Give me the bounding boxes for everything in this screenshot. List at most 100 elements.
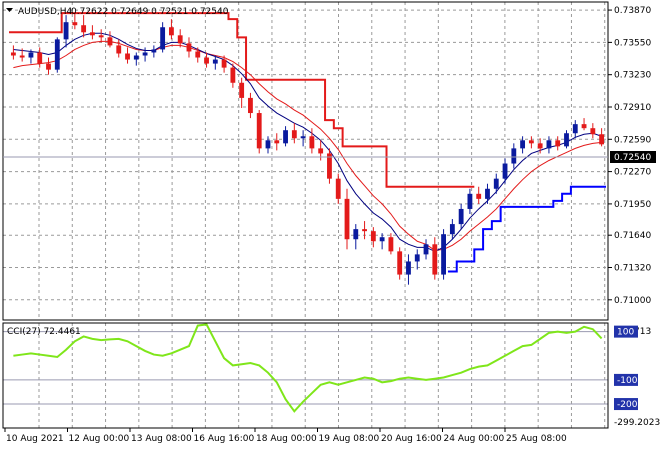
- candle-body: [572, 124, 578, 134]
- candle-body: [485, 188, 490, 199]
- candle-body: [300, 136, 306, 139]
- candle-body: [362, 229, 367, 232]
- cci-level-labels: 100 -100 -200: [614, 325, 638, 411]
- candle-body: [327, 153, 332, 179]
- candle-body: [546, 140, 552, 149]
- candle-body: [537, 143, 543, 149]
- candle-body: [432, 244, 438, 275]
- candle-body: [19, 55, 25, 58]
- candle-body: [63, 22, 69, 40]
- candle-body: [265, 140, 271, 149]
- time-tick-label: 18 Aug 00:00: [256, 434, 317, 444]
- candle-body: [502, 163, 508, 179]
- cci-level-label: 100: [617, 328, 634, 338]
- candle-body: [370, 231, 376, 242]
- candle-body: [318, 148, 324, 154]
- candle-body: [449, 224, 455, 235]
- candle-body: [169, 27, 174, 36]
- candle-body: [414, 254, 420, 262]
- candle-body: [212, 59, 218, 64]
- ohlc-quote: 0.72622 0.72649 0.72521 0.72540: [71, 7, 229, 17]
- candle-body: [46, 63, 51, 70]
- lower-band-line: [447, 185, 606, 273]
- candle-body: [291, 130, 297, 139]
- candle-body: [467, 193, 473, 209]
- candle-body: [599, 134, 605, 145]
- price-tick-label: 0.71640: [614, 231, 651, 241]
- candle-body: [151, 49, 157, 53]
- time-tick-label: 12 Aug 00:00: [69, 434, 130, 444]
- candle-body: [520, 140, 526, 149]
- candle-body: [160, 27, 166, 50]
- cci-layer: [3, 323, 608, 413]
- indicator-plot-frame: [2, 322, 609, 429]
- price-tick-label: 0.73230: [614, 71, 651, 81]
- main-grid: [3, 2, 608, 320]
- candle-body: [107, 37, 113, 46]
- candle-body: [309, 136, 315, 149]
- price-tick-label: 0.71000: [614, 296, 651, 306]
- candle-body: [116, 45, 122, 54]
- candle-body: [590, 128, 596, 135]
- candle-body: [133, 55, 139, 60]
- candle-body: [81, 25, 87, 33]
- price-tick-label: 0.71320: [614, 264, 651, 274]
- candle-body: [125, 53, 130, 60]
- price-tick-label: 0.72910: [614, 103, 651, 113]
- candle-body: [564, 133, 569, 147]
- candle-body: [54, 39, 60, 70]
- candle-body: [239, 82, 245, 98]
- candle-body: [423, 244, 429, 255]
- candle-body: [555, 140, 561, 147]
- candle-body: [528, 140, 534, 144]
- cci-level-label: -100: [617, 376, 638, 386]
- cci-level-tag: [614, 325, 638, 338]
- candle-body: [493, 178, 499, 189]
- price-tick-label: 0.73870: [614, 6, 651, 16]
- time-axis: 10 Aug 2021 12 Aug 00:00 13 Aug 08:00 16 Au…: [4, 428, 567, 444]
- candle-body: [248, 97, 253, 114]
- candle-body: [256, 113, 262, 149]
- price-tick-label: 0.72270: [614, 168, 651, 178]
- candle-body: [28, 52, 34, 58]
- candle-body: [344, 198, 350, 240]
- candle-body: [89, 32, 95, 36]
- candle-body: [177, 35, 183, 44]
- candle-body: [379, 237, 385, 242]
- price-tick-label: 0.73550: [614, 38, 651, 48]
- candle-body: [283, 130, 288, 144]
- time-tick-label: 24 Aug 00:00: [444, 434, 505, 444]
- candle-body: [406, 261, 411, 275]
- cci-line: [13, 323, 603, 413]
- price-tick-label: 0.72590: [614, 135, 651, 145]
- main-plot-frame: [2, 1, 609, 321]
- candle-body: [274, 140, 280, 144]
- cci-axis-bottom: -299.2023: [614, 418, 660, 428]
- time-tick-label: 16 Aug 16:00: [194, 434, 255, 444]
- time-tick-label: 20 Aug 16:00: [381, 434, 442, 444]
- candle-body: [37, 52, 43, 64]
- candle-body: [388, 237, 394, 252]
- candle-body: [581, 124, 587, 129]
- time-tick-label: 19 Aug 08:00: [319, 434, 380, 444]
- candle-body: [72, 22, 78, 26]
- candle-body: [511, 148, 517, 164]
- symbol-dropdown-icon[interactable]: [6, 8, 13, 12]
- candles-layer: [10, 13, 605, 285]
- price-axis: 0.73870 0.73550 0.73230 0.72910 0.72590 0.722…: [608, 6, 651, 306]
- candle-body: [441, 234, 446, 275]
- time-tick-label: 13 Aug 08:00: [131, 434, 192, 444]
- candle-body: [195, 51, 201, 58]
- candle-body: [98, 35, 104, 38]
- candle-body: [10, 52, 16, 56]
- candle-body: [186, 43, 192, 52]
- candle-body: [335, 178, 341, 199]
- time-tick-label: 25 Aug 08:00: [506, 434, 567, 444]
- candle-body: [142, 52, 148, 56]
- upper-band-line: [9, 12, 475, 188]
- fast-moving-average-line: [13, 32, 602, 252]
- cci-level-tag: [614, 373, 638, 386]
- cci-level-tag: [614, 398, 638, 411]
- current-price-value: 0.72540: [614, 153, 651, 163]
